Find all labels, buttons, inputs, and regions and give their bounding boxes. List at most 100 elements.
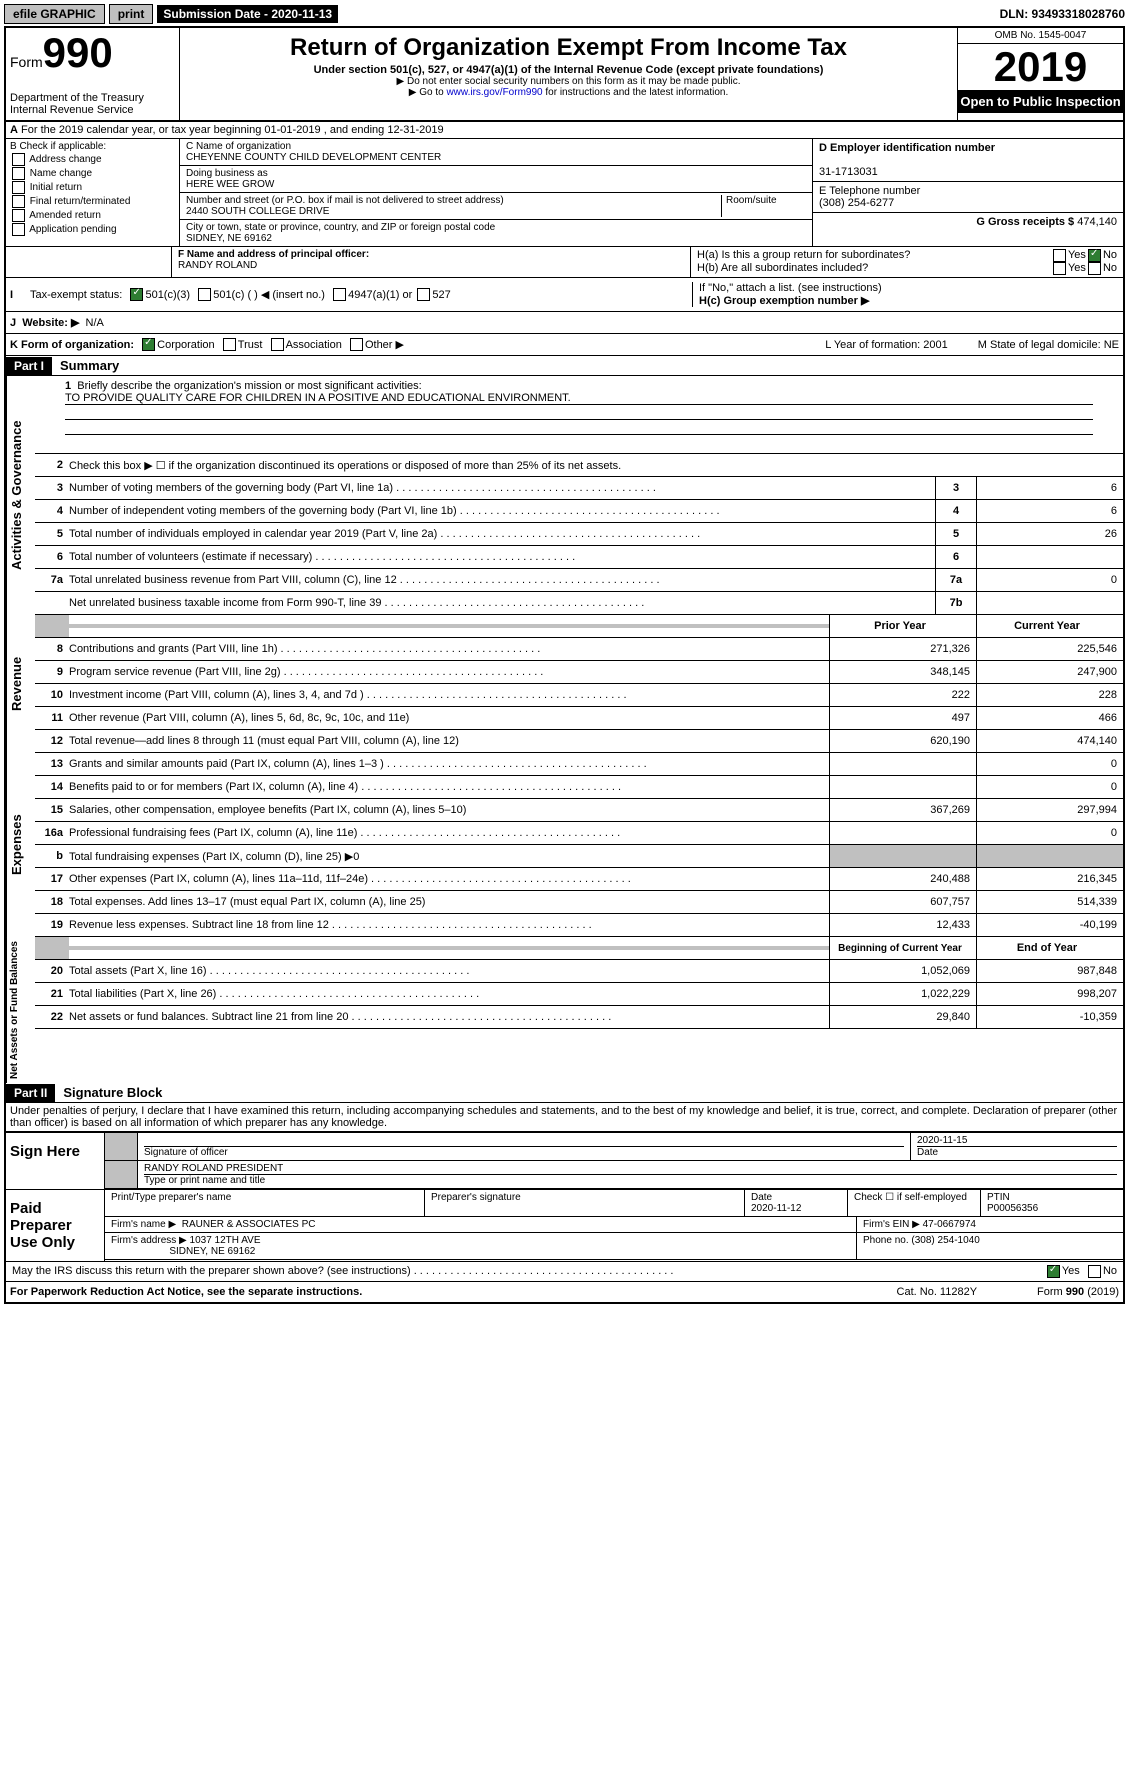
c14: 0 <box>976 776 1123 798</box>
p9: 348,145 <box>829 661 976 683</box>
ha-label: H(a) Is this a group return for subordin… <box>697 249 1051 262</box>
section-bcd: B Check if applicable: Address change Na… <box>6 139 1123 247</box>
website-value: N/A <box>86 317 104 329</box>
print-button[interactable]: print <box>109 4 154 24</box>
line1-label: Briefly describe the organization's miss… <box>77 380 421 392</box>
cb-application-pending[interactable]: Application pending <box>10 223 175 236</box>
p19: 12,433 <box>829 914 976 936</box>
declaration-text: Under penalties of perjury, I declare th… <box>6 1103 1123 1132</box>
summary-governance: Activities & Governance 1 Briefly descri… <box>6 376 1123 615</box>
line3: Number of voting members of the governin… <box>69 480 935 496</box>
firm-ein-label: Firm's EIN ▶ <box>863 1219 920 1230</box>
box-b-head: B Check if applicable: <box>10 141 175 152</box>
footer: For Paperwork Reduction Act Notice, see … <box>6 1281 1123 1302</box>
line5: Total number of individuals employed in … <box>69 526 935 542</box>
c18: 514,339 <box>976 891 1123 913</box>
officer-label: F Name and address of principal officer: <box>178 249 369 260</box>
header: Form990 Department of the Treasury Inter… <box>6 28 1123 122</box>
line6: Total number of volunteers (estimate if … <box>69 549 935 565</box>
date-label: Date <box>917 1147 938 1158</box>
line4: Number of independent voting members of … <box>69 503 935 519</box>
omb-number: OMB No. 1545-0047 <box>958 28 1123 44</box>
addr-value: 2440 SOUTH COLLEGE DRIVE <box>186 206 721 217</box>
cb-corporation[interactable] <box>142 338 155 351</box>
spacer-b <box>6 247 172 277</box>
efile-button[interactable]: efile GRAPHIC <box>4 4 105 24</box>
box-h: H(a) Is this a group return for subordin… <box>690 247 1123 277</box>
v3: 6 <box>976 477 1123 499</box>
row-i: I Tax-exempt status: 501(c)(3) 501(c) ( … <box>6 278 1123 312</box>
cb-address-change[interactable]: Address change <box>10 153 175 166</box>
c19: -40,199 <box>976 914 1123 936</box>
year-formation: L Year of formation: 2001 <box>825 339 948 351</box>
line12: Total revenue—add lines 8 through 11 (mu… <box>69 733 829 749</box>
tax-year: 2019 <box>958 44 1123 90</box>
submission-date: Submission Date - 2020-11-13 <box>157 5 338 23</box>
ptin-label: PTIN <box>987 1192 1010 1203</box>
state-domicile: M State of legal domicile: NE <box>978 339 1119 351</box>
firm-city: SIDNEY, NE 69162 <box>169 1246 255 1257</box>
p12: 620,190 <box>829 730 976 752</box>
cb-amended-return[interactable]: Amended return <box>10 209 175 222</box>
firm-addr-label: Firm's address ▶ <box>111 1235 187 1246</box>
tax-exempt-label: Tax-exempt status: <box>30 289 122 301</box>
box-b: B Check if applicable: Address change Na… <box>6 139 180 246</box>
p22: 29,840 <box>829 1006 976 1028</box>
firm-phone-label: Phone no. <box>863 1235 909 1246</box>
c13: 0 <box>976 753 1123 775</box>
top-bar: efile GRAPHIC print Submission Date - 20… <box>4 4 1125 24</box>
header-sub3: ▶ Go to www.irs.gov/Form990 for instruct… <box>188 87 949 98</box>
end-year-header: End of Year <box>976 937 1123 959</box>
cb-initial-return[interactable]: Initial return <box>10 181 175 194</box>
header-center: Return of Organization Exempt From Incom… <box>180 28 957 120</box>
form-title: Return of Organization Exempt From Incom… <box>188 34 949 62</box>
part2-title: Signature Block <box>55 1083 170 1102</box>
line7b: Net unrelated business taxable income fr… <box>69 595 935 611</box>
p17: 240,488 <box>829 868 976 890</box>
begin-year-header: Beginning of Current Year <box>829 937 976 959</box>
header-sub1: Under section 501(c), 527, or 4947(a)(1)… <box>188 64 949 76</box>
irs-link[interactable]: www.irs.gov/Form990 <box>446 87 542 98</box>
v7a: 0 <box>976 569 1123 591</box>
p10: 222 <box>829 684 976 706</box>
org-name: CHEYENNE COUNTY CHILD DEVELOPMENT CENTER <box>186 152 806 163</box>
p8: 271,326 <box>829 638 976 660</box>
line14: Benefits paid to or for members (Part IX… <box>69 779 829 795</box>
cb-501c3[interactable] <box>130 288 143 301</box>
hb-label: H(b) Are all subordinates included? <box>697 262 1051 275</box>
form-number: 990 <box>43 29 113 76</box>
cb-final-return[interactable]: Final return/terminated <box>10 195 175 208</box>
v4: 6 <box>976 500 1123 522</box>
officer-name: RANDY ROLAND <box>178 260 257 271</box>
line15: Salaries, other compensation, employee b… <box>69 802 829 818</box>
summary-revenue: Revenue Prior YearCurrent Year 8Contribu… <box>6 615 1123 753</box>
footer-cat: Cat. No. 11282Y <box>897 1286 978 1298</box>
city-label: City or town, state or province, country… <box>186 222 806 233</box>
sign-here-label: Sign Here <box>6 1133 105 1189</box>
cb-name-change[interactable]: Name change <box>10 167 175 180</box>
row-k: K Form of organization: Corporation Trus… <box>6 334 1123 356</box>
prep-date-label: Date <box>751 1192 772 1203</box>
ptin-value: P00056356 <box>987 1203 1038 1214</box>
line11: Other revenue (Part VIII, column (A), li… <box>69 710 829 726</box>
sig-date: 2020-11-15 <box>917 1135 967 1146</box>
part2-badge: Part II <box>6 1084 55 1102</box>
c22: -10,359 <box>976 1006 1123 1028</box>
prior-year-header: Prior Year <box>829 615 976 637</box>
line18: Total expenses. Add lines 13–17 (must eq… <box>69 894 829 910</box>
check-self-employed[interactable]: Check ☐ if self-employed <box>848 1190 981 1216</box>
c12: 474,140 <box>976 730 1123 752</box>
line22: Net assets or fund balances. Subtract li… <box>69 1009 829 1025</box>
paid-preparer-section: Paid Preparer Use Only Print/Type prepar… <box>6 1189 1123 1261</box>
line10: Investment income (Part VIII, column (A)… <box>69 687 829 703</box>
dept-treasury: Department of the Treasury <box>10 92 175 104</box>
firm-addr: 1037 12TH AVE <box>190 1235 261 1246</box>
org-name-label: C Name of organization <box>186 141 806 152</box>
p16a <box>829 822 976 844</box>
discuss-yes[interactable] <box>1047 1265 1060 1278</box>
ha-no-checked[interactable] <box>1088 249 1101 262</box>
sig-officer-label: Signature of officer <box>144 1147 228 1158</box>
officer-name-title: RANDY ROLAND PRESIDENT <box>144 1163 283 1174</box>
open-public-badge: Open to Public Inspection <box>958 90 1123 113</box>
c17: 216,345 <box>976 868 1123 890</box>
